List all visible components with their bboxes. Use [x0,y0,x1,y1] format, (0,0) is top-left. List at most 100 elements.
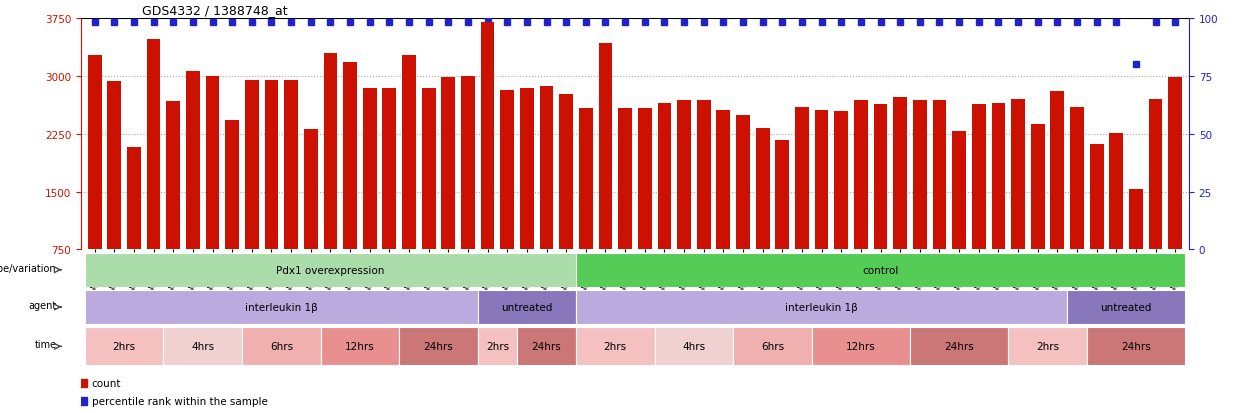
Bar [579,109,593,308]
Bar [814,110,828,308]
Bar [599,44,613,308]
Bar [163,328,242,366]
Text: interleukin 1β: interleukin 1β [245,302,317,312]
Bar [422,89,436,308]
Text: control: control [863,265,899,275]
Bar [461,77,474,308]
Text: 24hrs: 24hrs [944,342,974,351]
Bar [400,328,478,366]
Text: Pdx1 overexpression: Pdx1 overexpression [276,265,385,275]
Bar [107,82,121,308]
Bar [913,100,926,308]
Bar [637,109,651,308]
Bar [324,54,337,308]
Bar [186,72,199,308]
Bar [834,112,848,308]
Text: untreated: untreated [502,302,553,312]
Bar [85,253,576,287]
Bar [657,103,671,308]
Bar [539,86,554,308]
Bar [854,101,868,308]
Bar [1051,92,1064,308]
Text: 6hrs: 6hrs [270,342,293,351]
Bar [576,290,1067,324]
Bar [402,56,416,308]
Bar [205,77,219,308]
Text: 12hrs: 12hrs [345,342,375,351]
Text: interleukin 1β: interleukin 1β [786,302,858,312]
Bar [85,328,163,366]
Bar [1008,328,1087,366]
Bar [716,110,731,308]
Bar [1087,328,1185,366]
Bar [559,95,573,308]
Bar [894,98,908,308]
Text: percentile rank within the sample: percentile rank within the sample [92,396,268,406]
Bar [167,102,181,308]
Bar [677,101,691,308]
Bar [321,328,400,366]
Text: 24hrs: 24hrs [423,342,453,351]
Bar [284,81,298,308]
Bar [265,81,279,308]
Bar [517,328,576,366]
Text: untreated: untreated [1101,302,1152,312]
Bar [1129,190,1143,308]
Bar [478,290,576,324]
Bar [362,89,376,308]
Bar [225,121,239,308]
Text: 4hrs: 4hrs [682,342,706,351]
Bar [147,40,161,308]
Bar [245,81,259,308]
Bar [500,90,514,308]
Bar [382,89,396,308]
Text: 2hrs: 2hrs [112,342,136,351]
Text: 24hrs: 24hrs [532,342,561,351]
Text: 6hrs: 6hrs [761,342,784,351]
Bar [1149,100,1163,308]
Bar [344,63,357,308]
Bar [1031,125,1045,308]
Bar [242,328,321,366]
Bar [1071,107,1084,308]
Bar [697,101,711,308]
Bar [756,129,769,308]
Bar [655,328,733,366]
Bar [1089,144,1103,308]
Text: 2hrs: 2hrs [604,342,627,351]
Bar [1011,100,1025,308]
Bar [478,328,517,366]
Bar [796,108,809,308]
Bar [576,328,655,366]
Text: 4hrs: 4hrs [192,342,214,351]
Text: 12hrs: 12hrs [847,342,875,351]
Bar [733,328,812,366]
Bar [1168,78,1182,308]
Bar [481,23,494,308]
Text: GDS4332 / 1388748_at: GDS4332 / 1388748_at [142,5,288,17]
Bar [776,140,789,308]
Bar [874,105,888,308]
Text: time: time [35,339,56,349]
Bar [520,89,534,308]
Bar [619,109,632,308]
Bar [88,56,102,308]
Bar [972,105,986,308]
Text: 2hrs: 2hrs [486,342,509,351]
Bar [1067,290,1185,324]
Bar [576,253,1185,287]
Bar [442,78,456,308]
Bar [952,132,966,308]
Text: 24hrs: 24hrs [1120,342,1150,351]
Bar [736,116,749,308]
Text: count: count [92,378,121,388]
Bar [812,328,910,366]
Bar [910,328,1008,366]
Bar [85,290,478,324]
Text: agent: agent [29,301,56,311]
Text: 2hrs: 2hrs [1036,342,1059,351]
Bar [304,130,317,308]
Bar [933,100,946,308]
Bar [127,147,141,308]
Bar [991,104,1005,308]
